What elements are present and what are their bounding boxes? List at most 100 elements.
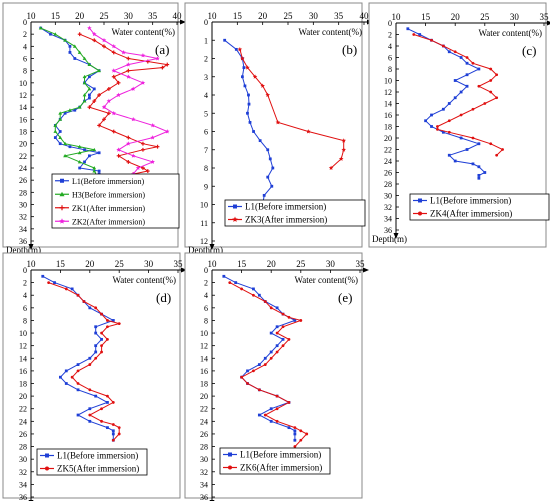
data-point [281,312,285,316]
data-point [441,44,445,48]
y-tick-label: 6 [23,304,27,313]
data-point [130,153,136,158]
y-axis-title: Depth(m) [6,245,41,255]
data-point [94,356,98,360]
data-point [111,432,115,436]
data-point [441,107,445,111]
y-tick-label: 36 [19,237,27,246]
data-point [252,130,255,133]
data-point [258,139,262,143]
y-tick-label: 32 [19,213,27,222]
data-point [88,154,91,158]
y-tick-label: 7 [204,146,208,155]
data-point [257,388,261,392]
y-tick-label: 30 [384,192,392,201]
data-point [447,102,451,105]
data-point [130,116,136,122]
data-point [64,382,68,385]
y-tick-label: 8 [388,65,392,74]
y-tick-label: 20 [19,140,27,149]
data-point [100,337,103,341]
y-tick-label: 4 [204,291,208,300]
y-tick-label: 0 [388,19,392,28]
y-tick-label: 16 [384,111,392,120]
data-point [100,419,103,423]
data-point [459,90,463,94]
data-point [489,79,493,82]
legend-marker [45,466,49,471]
data-point [240,287,244,291]
y-tick-label: 4 [388,42,392,51]
data-point [155,144,160,149]
data-point [58,142,62,146]
data-point [92,147,97,152]
y-tick-label: 24 [19,164,27,173]
data-point [269,419,273,423]
data-point [68,108,72,112]
data-point [471,61,475,65]
series-group [87,25,170,189]
x-tick-label: 10 [27,11,37,21]
data-point [126,141,131,146]
legend-marker [228,465,232,470]
y-tick-label: 10 [384,77,392,86]
data-point [88,407,92,411]
data-point [106,426,109,430]
data-point [275,394,279,398]
y-tick-label: 36 [384,226,392,235]
data-point [341,147,347,152]
x-tick-label: 15 [237,259,247,269]
x-tick-label: 30 [144,259,154,269]
y-tick-label: 2 [204,279,208,288]
y-tick-label: 24 [19,417,27,426]
data-point [275,119,281,125]
y-tick-label: 12 [200,237,208,246]
x-tick-label: 30 [124,11,134,21]
data-point [88,96,91,100]
legend-marker [60,178,64,183]
data-point [88,363,92,366]
x-tick-label: 30 [326,259,336,269]
data-point [246,111,249,115]
data-point [73,108,77,112]
data-point [78,166,82,170]
data-point [424,119,427,123]
panel-c: 10 15 20 25 30 350246810121416182022242628303… [368,2,550,248]
x-tick-label: 40 [173,11,183,21]
legend-label: L1(Before immersion) [57,451,138,461]
x-tick-label: 35 [148,11,158,21]
y-tick-label: 0 [204,266,208,275]
panel-label: (e) [338,290,352,305]
x-axis-title: Water content(%) [113,275,177,285]
data-point [265,92,271,97]
data-point [101,37,107,43]
data-point [436,125,439,128]
data-point [495,153,499,157]
data-point [135,165,141,170]
data-point [97,169,101,173]
y-tick-label: 26 [19,176,27,185]
data-point [341,138,347,143]
data-point [471,136,475,140]
data-point [275,419,279,423]
y-tick-label: 10 [200,201,208,210]
legend-label: H3(Before immersion) [72,190,145,199]
data-point [293,445,297,448]
data-point [92,87,96,91]
data-point [64,369,68,373]
data-point [111,50,116,55]
data-point [117,432,121,436]
y-tick-label: 18 [19,380,27,389]
data-point [87,62,92,66]
data-point [263,356,267,360]
data-point [412,33,416,36]
data-point [68,51,72,54]
y-tick-label: 11 [200,219,208,228]
data-point [47,281,51,285]
y-tick-label: 14 [384,100,392,109]
x-tick-label: 30 [510,12,520,22]
data-point [91,31,97,37]
data-point [293,438,297,442]
panel-label: (c) [522,43,536,58]
